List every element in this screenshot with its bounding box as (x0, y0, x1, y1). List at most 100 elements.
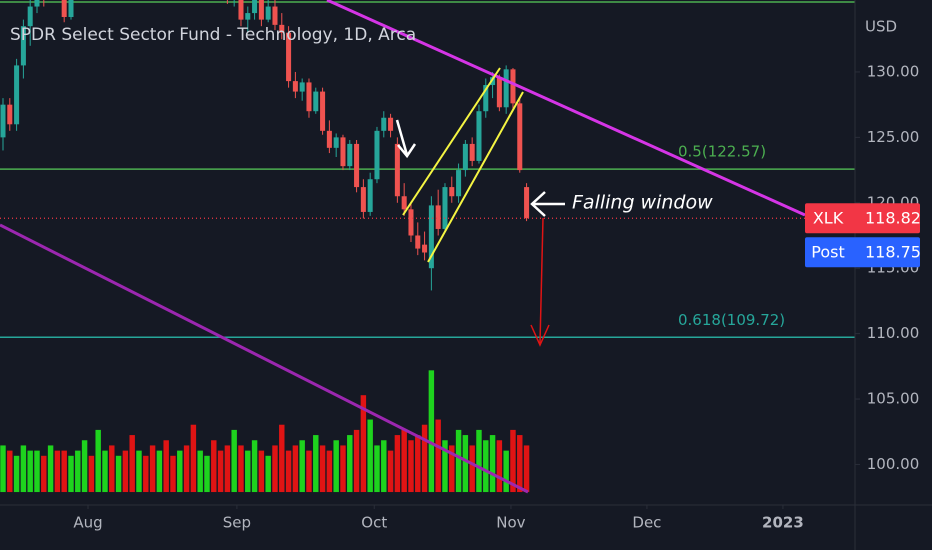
candle-body (388, 117, 394, 131)
candle-body (265, 6, 271, 20)
x-tick-label: Oct (361, 514, 387, 532)
y-tick-label: 105.00 (867, 390, 920, 408)
volume-bar (306, 450, 312, 493)
volume-bar (367, 419, 373, 493)
candle-body (320, 91, 326, 131)
candle-body (374, 130, 380, 180)
volume-bar (435, 419, 441, 493)
candle-body (68, 0, 74, 18)
volume-bar (163, 440, 169, 493)
candle-body (20, 26, 26, 66)
volume-bar (285, 450, 292, 493)
candle-body (394, 143, 400, 197)
volume-bar (7, 450, 13, 493)
volume-bar (190, 424, 197, 493)
candle-body (496, 77, 502, 108)
chart-title: SPDR Select Sector Fund - Technology, 1D… (10, 25, 416, 45)
volume-bar (401, 429, 407, 493)
candle-body (258, 0, 264, 20)
candle-body (360, 187, 366, 212)
volume-bar (245, 450, 251, 493)
candle-body (272, 6, 278, 25)
candle-body (7, 104, 13, 125)
candle-body (61, 0, 67, 18)
channel-line (427, 91, 524, 263)
volume-bar (81, 440, 88, 493)
volume-bar (387, 450, 394, 493)
candle-body (252, 0, 258, 14)
volume-bar (197, 450, 203, 493)
volume-bar (353, 429, 360, 493)
candle-body (503, 69, 509, 108)
volume-bar (272, 445, 278, 493)
candle-body (462, 143, 468, 171)
volume-bar (360, 395, 367, 493)
volume-bar (449, 445, 455, 493)
plot-area (0, 0, 855, 493)
fib-label: 0.5(122.57) (678, 143, 766, 161)
candle-body (292, 81, 298, 92)
y-tick-label: 100.00 (867, 455, 920, 473)
annotation: Falling window (572, 192, 713, 214)
volume-bar (313, 435, 319, 493)
volume-bar (394, 435, 401, 493)
price-label-value: 118.75 (865, 243, 921, 262)
volume-bar (204, 455, 210, 493)
x-tick-label: Dec (632, 514, 661, 532)
volume-bar (523, 445, 530, 493)
volume-bar (279, 424, 285, 493)
volume-bar (68, 455, 74, 493)
currency-label: USD (865, 18, 897, 36)
volume-bar (183, 445, 190, 493)
volume-bar (95, 429, 101, 493)
volume-bar (489, 435, 496, 493)
volume-bar (319, 445, 326, 493)
candle-body (279, 24, 285, 33)
y-tick-label: 110.00 (867, 324, 920, 342)
candle-body (524, 187, 530, 219)
volume-bar (408, 440, 414, 493)
candle-body (415, 235, 421, 249)
volume-bar (496, 440, 503, 493)
volume-bar (326, 450, 333, 493)
candle-body (0, 104, 6, 138)
volume-bar (381, 440, 387, 493)
volume-bar (374, 445, 380, 493)
volume-bar (47, 445, 54, 493)
candle-body (354, 143, 360, 188)
candle-body (401, 196, 407, 210)
volume-bar (20, 445, 27, 493)
volume-bar (421, 424, 428, 493)
arrow-head (530, 324, 550, 347)
volume-bar (333, 440, 339, 493)
volume-bar (483, 440, 489, 493)
volume-bar (27, 450, 33, 493)
candle-body (299, 82, 305, 92)
volume-bar (217, 450, 224, 493)
volume-bar (177, 450, 183, 493)
volume-bar (129, 435, 135, 493)
volume-bar (428, 370, 435, 493)
candle-body (245, 13, 251, 20)
volume-bar (170, 455, 176, 493)
candle-body (428, 205, 434, 269)
candle-body (476, 111, 482, 161)
volume-bar (265, 455, 271, 493)
channel-line (402, 67, 501, 216)
x-tick-label: 2023 (762, 514, 804, 532)
trendline (326, 0, 806, 217)
price-label-name: XLK (813, 209, 844, 228)
candle-body (306, 82, 312, 112)
volume-bar (34, 450, 40, 493)
volume-bar (462, 435, 469, 493)
volume-bar (0, 445, 6, 493)
volume-bar (136, 450, 142, 493)
volume-bar (442, 440, 448, 493)
candle-body (510, 69, 516, 104)
candle-body (408, 209, 414, 236)
white-arrow (395, 119, 417, 159)
candle-body (238, 0, 244, 20)
volume-bar (75, 450, 81, 493)
arrow (539, 217, 544, 344)
